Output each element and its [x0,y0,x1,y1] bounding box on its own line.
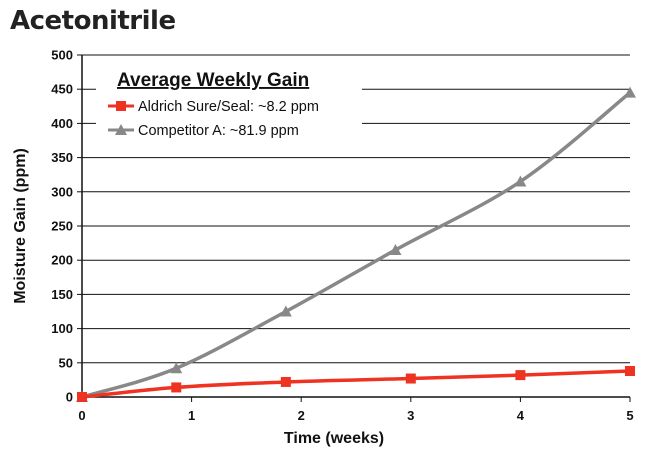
data-point-aldrich [515,370,526,381]
data-point-aldrich [77,392,87,402]
data-point-competitor [624,86,636,98]
legend: Average Weekly Gain Aldrich Sure/Seal: ~… [96,66,362,143]
y-tick-label: 450 [51,82,73,97]
x-tick-label: 4 [517,408,525,423]
legend-marker-competitor [115,124,127,135]
page-title: Acetonitrile [10,6,176,36]
legend-label-aldrich: Aldrich Sure/Seal: ~8.2 ppm [138,99,319,115]
series-layer [76,86,636,402]
data-point-competitor [279,305,292,317]
x-axis-title: Time (weeks) [284,430,384,447]
y-tick-label: 500 [51,48,73,63]
data-point-competitor [514,175,527,187]
data-point-competitor [170,362,183,374]
y-axis-title: Moisture Gain (ppm) [12,148,29,304]
x-tick-label: 0 [78,408,85,423]
y-tick-label: 150 [51,287,73,302]
y-tick-label: 200 [51,253,73,268]
x-tick-label: 1 [188,408,195,423]
tick-labels: 0 50 100 150 200 250 300 350 400 450 500 0 1 2 3 4 5 [51,48,633,424]
legend-title: Average Weekly Gain [117,70,309,91]
y-tick-label: 400 [51,116,73,131]
y-tick-label: 0 [66,390,73,405]
data-point-competitor [389,243,402,255]
x-tick-label: 5 [626,408,633,423]
series-line-aldrich [80,369,632,399]
legend-box [96,66,362,143]
y-tick-label: 350 [51,150,73,165]
data-point-aldrich [171,382,182,393]
data-point-aldrich [405,373,416,384]
legend-label-competitor: Competitor A: ~81.9 ppm [138,123,299,139]
legend-marker-aldrich [116,101,126,111]
x-tick-label: 3 [407,408,414,423]
x-tick-label: 2 [298,408,305,423]
y-tick-label: 250 [51,219,73,234]
data-point-aldrich [280,376,291,387]
y-tick-label: 300 [51,184,73,199]
y-tick-label: 50 [59,355,73,370]
y-tick-label: 100 [51,321,73,336]
data-point-aldrich [625,366,635,377]
